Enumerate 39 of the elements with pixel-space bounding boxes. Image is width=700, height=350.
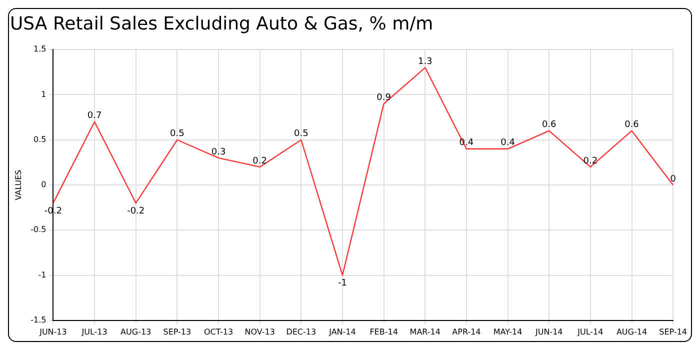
y-tick-label: -1.5 — [30, 315, 46, 324]
data-label: 0.6 — [542, 120, 557, 130]
data-label: 0.7 — [87, 111, 102, 122]
y-tick-label: 1.5 — [33, 44, 46, 54]
x-tick-label: MAR-14 — [410, 327, 440, 336]
data-label: 0.2 — [252, 156, 267, 166]
x-tick-label: OCT-13 — [204, 327, 234, 336]
x-tick-label: JUL-13 — [80, 327, 108, 336]
x-tick-label: AUG-13 — [120, 327, 152, 336]
x-tick-label: DEC-13 — [286, 327, 316, 336]
data-label: 0.2 — [583, 156, 598, 166]
x-tick-label: FEB-14 — [370, 327, 398, 336]
data-label: 0.6 — [624, 120, 640, 130]
data-label: 0.5 — [170, 129, 184, 140]
y-tick-label: -0.5 — [30, 225, 46, 234]
data-label: 0.3 — [211, 147, 226, 158]
y-tick-label: 0 — [41, 180, 46, 190]
data-label: 0 — [670, 174, 676, 184]
x-tick-label: JUL-14 — [576, 327, 604, 336]
data-label: 0.9 — [376, 93, 392, 104]
data-label: 0.4 — [500, 138, 516, 148]
x-tick-label: JAN-14 — [328, 327, 356, 336]
y-tick-label: 1 — [41, 90, 46, 99]
data-label: 0.5 — [294, 129, 308, 140]
x-tick-label: NOV-13 — [244, 327, 275, 336]
data-label: -0.2 — [127, 206, 145, 216]
x-tick-label: JUN-14 — [534, 327, 563, 336]
y-tick-label: 0.5 — [33, 134, 46, 144]
data-label: -1 — [338, 278, 347, 289]
x-tick-label: AUG-14 — [616, 327, 648, 336]
data-label: 1.3 — [418, 56, 432, 67]
x-tick-label: MAY-14 — [493, 327, 522, 336]
chart-title: USA Retail Sales Excluding Auto & Gas, % m/m — [10, 13, 434, 34]
x-tick-label: JUN-13 — [38, 327, 67, 336]
y-axis-title: VALUES — [14, 170, 23, 200]
x-tick-label: SEP-13 — [163, 327, 192, 336]
y-tick-label: -1 — [38, 270, 46, 280]
x-tick-label: SEP-14 — [659, 327, 688, 336]
x-tick-label: APR-14 — [452, 327, 481, 336]
